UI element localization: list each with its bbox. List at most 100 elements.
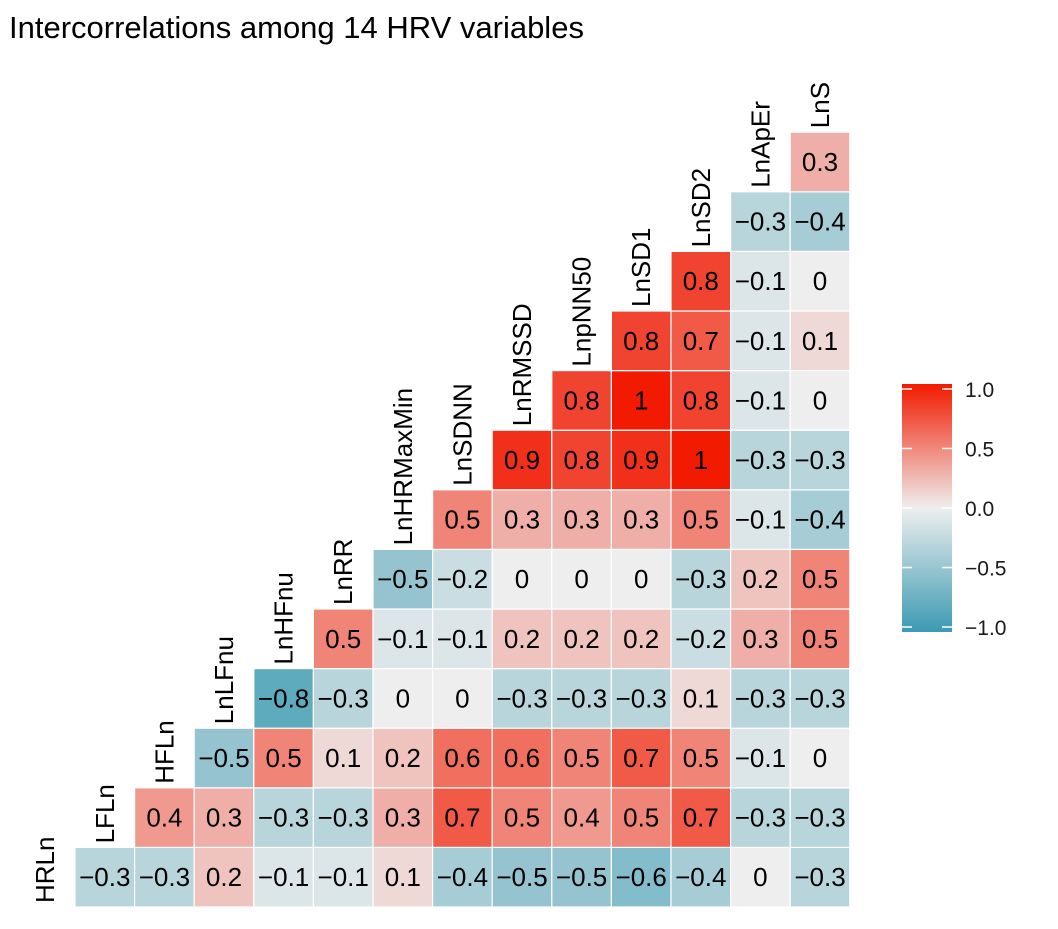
cell-value-label: 0.5 bbox=[623, 803, 659, 833]
heatmap-cell bbox=[372, 608, 434, 670]
variable-label: LnpNN50 bbox=[567, 257, 597, 367]
cell-value-label: −0.1 bbox=[437, 624, 488, 654]
heatmap-cell bbox=[729, 370, 791, 431]
cell-value-label: −0.3 bbox=[735, 445, 786, 475]
cell-value-label: 0.8 bbox=[683, 266, 719, 296]
cell-value-label: −0.3 bbox=[735, 207, 786, 237]
cell-value-label: 0.5 bbox=[683, 743, 719, 773]
cell-value-label: −0.3 bbox=[318, 803, 369, 833]
cell-value-label: −0.3 bbox=[616, 683, 667, 713]
heatmap-cell bbox=[491, 846, 553, 908]
cell-value-label: −0.1 bbox=[735, 266, 786, 296]
cell-value-label: −0.5 bbox=[198, 743, 249, 773]
variable-label: LnLFnu bbox=[209, 636, 239, 724]
variable-label: LnApEr bbox=[745, 101, 775, 188]
legend-tick-label: −0.5 bbox=[965, 558, 1006, 581]
heatmap-cell bbox=[134, 787, 195, 848]
cell-value-label: 0 bbox=[813, 385, 827, 415]
cell-value-label: 0 bbox=[813, 266, 827, 296]
cell-value-label: 0.2 bbox=[742, 564, 778, 594]
cell-value-label: 0.2 bbox=[206, 862, 242, 892]
cell-value-label: −0.4 bbox=[794, 505, 845, 535]
variable-label: LFLn bbox=[90, 784, 120, 843]
heatmap-cell bbox=[789, 667, 851, 729]
cell-value-label: 0.3 bbox=[504, 505, 540, 535]
cell-value-label: −0.3 bbox=[258, 803, 309, 833]
cell-value-label: −0.1 bbox=[735, 505, 786, 535]
heatmap-cell bbox=[432, 548, 493, 610]
heatmap-cell bbox=[670, 489, 732, 550]
cell-value-label: 0 bbox=[515, 564, 529, 594]
cell-value-label: 0.9 bbox=[504, 445, 540, 475]
heatmap-cell bbox=[491, 429, 553, 491]
heatmap-cells: −0.3 −0.3 0.2 −0.1 −0.1 0.1 −0.4 −0.5 −0.5 −0.6 −0… bbox=[74, 131, 851, 908]
variable-label: LnRMSSD bbox=[507, 303, 537, 426]
cell-value-label: 0.8 bbox=[564, 445, 600, 475]
cell-value-label: −0.3 bbox=[556, 683, 607, 713]
heatmap-cell bbox=[610, 548, 672, 610]
cell-value-label: −0.2 bbox=[437, 564, 488, 594]
cell-value-label: 0.2 bbox=[385, 743, 421, 773]
cell-value-label: −0.8 bbox=[258, 683, 309, 713]
legend-tick-label: 0.5 bbox=[965, 439, 994, 462]
cell-value-label: −0.3 bbox=[79, 862, 130, 892]
cell-value-label: 0.4 bbox=[564, 803, 600, 833]
cell-value-label: 0.1 bbox=[683, 683, 719, 713]
cell-value-label: 0.2 bbox=[504, 624, 540, 654]
variable-label: LnSD2 bbox=[686, 168, 716, 248]
cell-value-label: 0.3 bbox=[623, 505, 659, 535]
heatmap-cell bbox=[729, 608, 791, 670]
cell-value-label: 0.7 bbox=[683, 326, 719, 356]
legend-tick-label: 0.0 bbox=[965, 498, 994, 521]
heatmap-cell bbox=[551, 846, 612, 908]
variable-label: HFLn bbox=[149, 720, 179, 784]
heatmap-cell bbox=[610, 489, 672, 550]
cell-value-label: −0.3 bbox=[794, 445, 845, 475]
cell-value-label: 0.3 bbox=[564, 505, 600, 535]
cell-value-label: 0.2 bbox=[623, 624, 659, 654]
cell-value-label: 0 bbox=[455, 683, 469, 713]
heatmap-cell bbox=[610, 370, 672, 431]
heatmap-cell bbox=[789, 608, 851, 670]
heatmap-cell bbox=[670, 250, 732, 312]
variable-label: LnHRMaxMin bbox=[388, 388, 418, 546]
cell-value-label: 0.4 bbox=[146, 803, 182, 833]
heatmap-cell bbox=[193, 846, 255, 908]
cell-value-label: 0.5 bbox=[444, 505, 480, 535]
heatmap-cell bbox=[729, 489, 791, 550]
cell-value-label: 0 bbox=[753, 862, 767, 892]
cell-value-label: −0.4 bbox=[675, 862, 726, 892]
heatmap-cell bbox=[670, 548, 732, 610]
heatmap-cell bbox=[372, 727, 434, 789]
heatmap-cell bbox=[670, 370, 732, 431]
cell-value-label: 0.6 bbox=[444, 743, 480, 773]
cell-value-label: −0.3 bbox=[139, 862, 190, 892]
cell-value-label: −0.1 bbox=[735, 326, 786, 356]
heatmap-cell bbox=[312, 787, 374, 848]
cell-value-label: 1 bbox=[694, 445, 708, 475]
cell-value-label: −0.3 bbox=[318, 683, 369, 713]
heatmap-cell bbox=[610, 787, 672, 848]
cell-value-label: 0.5 bbox=[683, 505, 719, 535]
heatmap-cell bbox=[253, 667, 315, 729]
cell-value-label: 0 bbox=[813, 743, 827, 773]
cell-value-label: 0 bbox=[574, 564, 588, 594]
heatmap-cell bbox=[551, 548, 612, 610]
cell-value-label: 0.3 bbox=[206, 803, 242, 833]
cell-value-label: −0.3 bbox=[675, 564, 726, 594]
heatmap-cell bbox=[312, 846, 374, 908]
variable-label: HRLn bbox=[30, 837, 60, 903]
heatmap-cell bbox=[372, 787, 434, 848]
cell-value-label: −0.1 bbox=[377, 624, 428, 654]
heatmap-cell bbox=[610, 608, 672, 670]
cell-value-label: 0.1 bbox=[385, 862, 421, 892]
cell-value-label: 0.6 bbox=[504, 743, 540, 773]
cell-value-label: 0.5 bbox=[266, 743, 302, 773]
heatmap-cell bbox=[372, 846, 434, 908]
cell-value-label: 0.8 bbox=[623, 326, 659, 356]
heatmap-cell bbox=[789, 191, 851, 253]
cell-value-label: 0.5 bbox=[802, 564, 838, 594]
cell-value-label: −0.3 bbox=[735, 803, 786, 833]
heatmap-cell bbox=[729, 191, 791, 253]
